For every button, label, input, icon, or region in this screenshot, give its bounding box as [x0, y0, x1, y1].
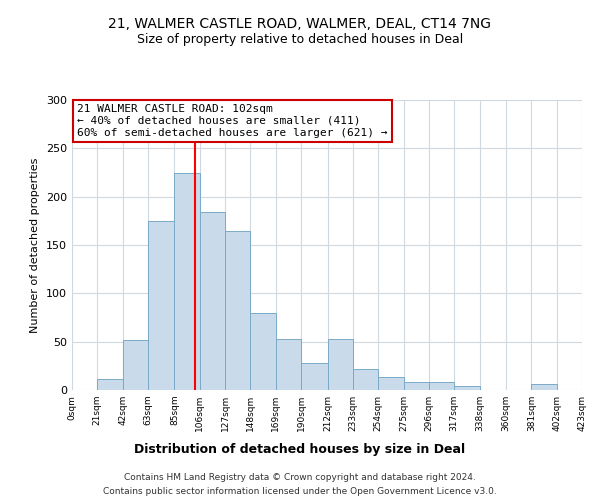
Bar	[378, 378, 404, 390]
Bar	[200, 212, 225, 390]
Text: Distribution of detached houses by size in Deal: Distribution of detached houses by size …	[134, 442, 466, 456]
Bar	[454, 386, 479, 390]
Bar	[404, 382, 429, 390]
Bar	[225, 232, 250, 390]
Bar	[122, 340, 148, 390]
Bar	[97, 380, 122, 390]
Bar	[175, 172, 200, 390]
Text: 21 WALMER CASTLE ROAD: 102sqm
← 40% of detached houses are smaller (411)
60% of : 21 WALMER CASTLE ROAD: 102sqm ← 40% of d…	[77, 104, 388, 138]
Bar	[148, 221, 175, 390]
Text: Contains HM Land Registry data © Crown copyright and database right 2024.: Contains HM Land Registry data © Crown c…	[124, 472, 476, 482]
Text: Contains public sector information licensed under the Open Government Licence v3: Contains public sector information licen…	[103, 488, 497, 496]
Bar	[250, 312, 276, 390]
Y-axis label: Number of detached properties: Number of detached properties	[31, 158, 40, 332]
Text: 21, WALMER CASTLE ROAD, WALMER, DEAL, CT14 7NG: 21, WALMER CASTLE ROAD, WALMER, DEAL, CT…	[109, 18, 491, 32]
Bar	[301, 363, 328, 390]
Bar	[429, 382, 454, 390]
Bar	[532, 384, 557, 390]
Text: Size of property relative to detached houses in Deal: Size of property relative to detached ho…	[137, 32, 463, 46]
Bar	[328, 339, 353, 390]
Bar	[353, 368, 378, 390]
Bar	[276, 339, 301, 390]
